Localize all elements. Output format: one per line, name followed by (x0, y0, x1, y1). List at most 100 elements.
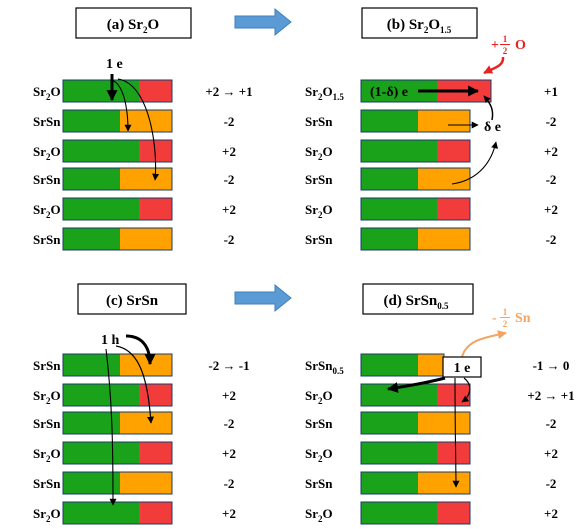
layer-charge: +2 (544, 446, 558, 461)
layer-label: SrSn (305, 416, 333, 431)
layer-charge: -2 (546, 416, 557, 431)
layer-bar-green-segment (361, 80, 437, 102)
delta-electron-return-arrow (483, 95, 494, 121)
panel-b-transfer-arrows (418, 85, 499, 185)
layer-bar-green-segment (361, 412, 418, 434)
electron-to-sr2o-right-arrow (461, 377, 471, 403)
layer-bar (360, 411, 471, 435)
layer-label: SrSn0.5 (305, 358, 344, 376)
panel-a: (a) Sr2O Sr2O SrSn Sr2O SrSn Sr2O SrSn +2 → +… (33, 7, 253, 251)
electron-to-srsn-2 (117, 78, 160, 181)
layer-charge: -2 (224, 416, 235, 431)
layer-bar (62, 353, 173, 377)
layer-bar (360, 353, 445, 377)
layer-bar-red-segment (437, 384, 470, 406)
layer-label: Sr2O (33, 388, 61, 406)
electron-long-down-arrow (452, 377, 460, 488)
svg-text:(d) SrSn0.5: (d) SrSn0.5 (383, 293, 449, 311)
layer-bar-orange-segment (120, 412, 172, 434)
layer-charge: +1 (544, 84, 558, 99)
layer-bar-outline (62, 197, 173, 221)
layer-bar (62, 139, 173, 163)
layer-charge: +2 (222, 388, 236, 403)
layer-bar-red-segment (437, 140, 470, 162)
hole-long-arrow (105, 348, 117, 506)
layer-bar-green-segment (63, 140, 139, 162)
layer-label: SrSn (305, 232, 333, 247)
layer-charge: -2 (546, 232, 557, 247)
layer-label: Sr2O (33, 84, 61, 102)
layer-bar (62, 197, 173, 221)
svg-text:-: - (492, 311, 497, 326)
layer-label: SrSn (33, 416, 61, 431)
layer-bar-orange-segment (418, 472, 470, 494)
layer-bar-green-segment (63, 168, 120, 190)
layer-bar-green-segment (361, 354, 418, 376)
layer-label: SrSn (33, 114, 61, 129)
layer-bar-red-segment (437, 198, 470, 220)
layer-bar-outline (360, 109, 471, 133)
layer-label: Sr2O (33, 446, 61, 464)
layer-bar-green-segment (63, 354, 120, 376)
layer-label: Sr2O (33, 202, 61, 220)
layer-label: SrSn (305, 114, 333, 129)
layer-bar-green-segment (361, 168, 418, 190)
layer-charge: +2 → +1 (527, 388, 574, 403)
layer-charge: +2 → +1 (205, 84, 252, 99)
layer-bar-outline (360, 227, 471, 251)
layer-bar (360, 383, 471, 407)
layer-bar-outline (62, 441, 173, 465)
transition-arrow-top (234, 7, 292, 37)
layer-bar (62, 227, 173, 251)
layer-bar-green-segment (361, 140, 437, 162)
layer-charge: -2 (224, 476, 235, 491)
layer-bar-orange-segment (418, 228, 470, 250)
layer-bar-green-segment (361, 110, 418, 132)
layer-bar (360, 197, 471, 221)
layer-bar-green-segment (63, 472, 120, 494)
layer-charge: +2 (544, 506, 558, 521)
layer-charge: -2 (546, 114, 557, 129)
layer-bar (360, 471, 471, 495)
layer-bar-outline (62, 109, 173, 133)
layer-bar-outline (62, 139, 173, 163)
layer-bar-green-segment (361, 228, 418, 250)
electron-to-sr2o-left-arrow (386, 376, 446, 393)
layer-bar-orange-segment (120, 168, 172, 190)
layer-bar-orange-segment (418, 412, 470, 434)
layer-bar-outline (360, 167, 471, 191)
layer-bar-outline (62, 383, 173, 407)
layer-bar-outline (62, 411, 173, 435)
layer-label: SrSn (33, 232, 61, 247)
srsn-to-delta-curve-arrow (451, 141, 499, 185)
layer-bar-outline (62, 167, 173, 191)
layer-bar-green-segment (63, 502, 139, 524)
layer-label: SrSn (33, 476, 61, 491)
svg-text:(a) Sr2O: (a) Sr2O (107, 17, 159, 35)
svg-text:+: + (491, 38, 499, 53)
layer-bar (62, 411, 173, 435)
layer-bar-outline (360, 501, 471, 525)
layer-bar (62, 501, 173, 525)
layer-charge: +2 (222, 446, 236, 461)
svg-text:O: O (515, 38, 526, 53)
oxygen-addition-arrow (483, 56, 505, 75)
panel-b-added-oxygen: + 1 2 O (491, 34, 526, 56)
layer-label: Sr2O (305, 144, 333, 162)
layer-bar-outline (360, 411, 471, 435)
layer-bar-orange-segment (120, 110, 172, 132)
layer-bar-green-segment (361, 472, 418, 494)
layer-bar-orange-segment (418, 168, 470, 190)
layer-charge: -2 (224, 172, 235, 187)
layer-bar-outline (360, 79, 492, 103)
panel-c: (c) SrSn SrSn Sr2O SrSn Sr2O SrSn Sr2O -2 → -… (33, 283, 250, 525)
layer-bar-orange-segment (418, 354, 444, 376)
layer-bar-red-segment (139, 384, 172, 406)
layer-bar-red-segment (437, 502, 470, 524)
panel-c-title-box: (c) SrSn (77, 283, 187, 315)
layer-bar-red-segment (437, 442, 470, 464)
layer-bar-green-segment (63, 80, 139, 102)
layer-label: Sr2O (305, 202, 333, 220)
layer-bar (62, 441, 173, 465)
layer-bar-orange-segment (120, 472, 172, 494)
